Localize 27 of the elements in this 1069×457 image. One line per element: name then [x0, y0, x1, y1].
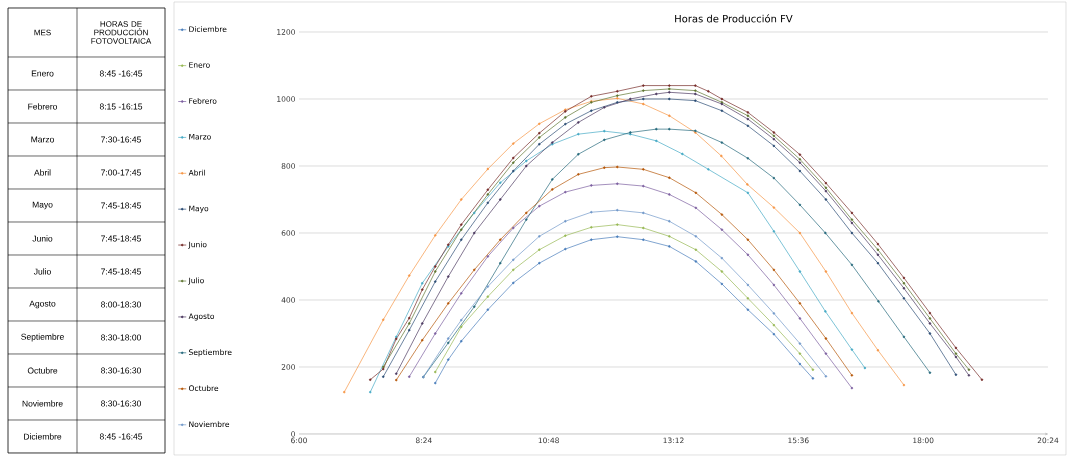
text: Marzo — [31, 136, 54, 143]
chart-title: Horas de Producción FV — [675, 14, 793, 23]
text: 8:00-18:30 — [101, 301, 141, 308]
text: 8:30-16:30 — [101, 400, 141, 407]
text: Diciembre — [24, 433, 62, 440]
text: Noviembre — [22, 400, 63, 407]
text: Febrero — [28, 103, 58, 110]
text: Junio — [32, 235, 53, 242]
text: 7:45-18:45 — [101, 202, 141, 209]
text: MES — [34, 29, 51, 36]
text: 8:15 -16:15 — [99, 103, 143, 110]
text: Abril — [34, 169, 51, 176]
text: 7:00-17:45 — [101, 169, 141, 176]
text: Agosto — [29, 300, 56, 309]
text: 8:30-18:00 — [101, 334, 141, 341]
text: Octubre — [27, 367, 58, 374]
text: 7:45-18:45 — [101, 268, 141, 275]
text: 7:45-18:45 — [101, 235, 141, 242]
text: Julio — [33, 268, 51, 275]
text: 8:30-16:30 — [101, 367, 141, 374]
text: Septiembre — [21, 333, 64, 342]
text: Mayo — [32, 201, 53, 210]
text: Enero — [31, 70, 54, 77]
text: 7:30-16:45 — [101, 136, 141, 143]
text: 8:45 -16:45 — [99, 70, 143, 77]
text: 8:45 -16:45 — [99, 433, 143, 440]
text: HORAS DE PRODUCCIÓN FOTOVOLTAICA — [91, 21, 152, 44]
